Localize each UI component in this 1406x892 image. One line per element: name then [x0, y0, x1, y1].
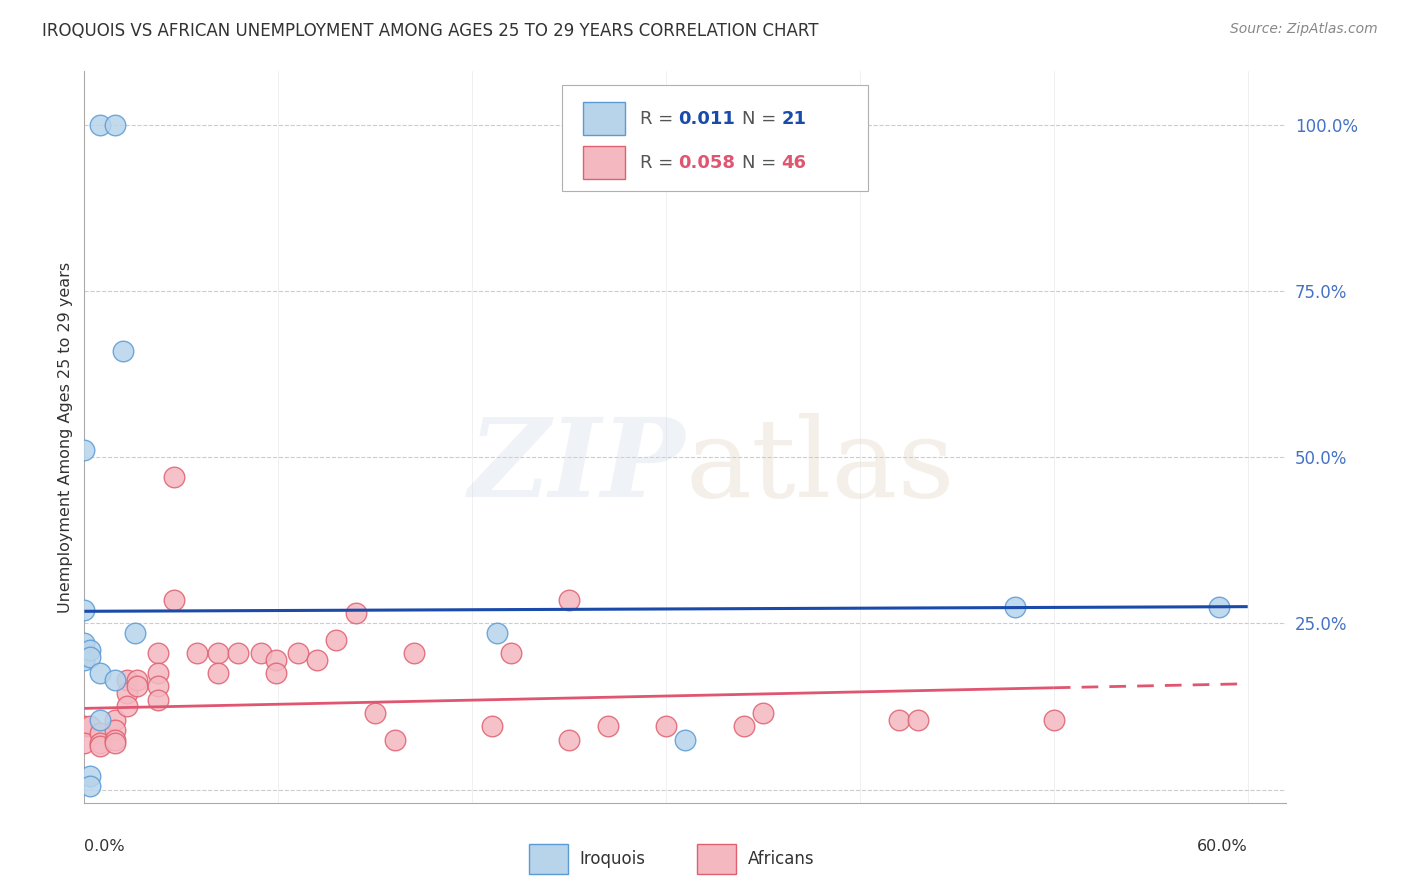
Point: [104, 713, 127, 727]
Text: 0.058: 0.058: [678, 153, 735, 172]
Bar: [583, 103, 626, 136]
Point: [73, 636, 96, 650]
Point: [266, 666, 288, 681]
Point: [104, 736, 127, 750]
Bar: [583, 146, 626, 179]
Point: [558, 593, 581, 607]
Point: [73, 443, 96, 458]
Point: [325, 632, 347, 647]
Point: [104, 723, 127, 737]
Text: 60.0%: 60.0%: [1197, 839, 1247, 855]
Point: [104, 673, 127, 687]
Point: [384, 732, 406, 747]
Point: [287, 646, 309, 660]
Point: [305, 653, 328, 667]
Point: [125, 680, 148, 694]
Point: [89, 118, 111, 132]
Point: [162, 593, 184, 607]
Point: [125, 673, 148, 687]
Bar: [529, 845, 568, 874]
Point: [186, 646, 208, 660]
Point: [79, 719, 101, 733]
Text: 0.011: 0.011: [678, 110, 735, 128]
Text: IROQUOIS VS AFRICAN UNEMPLOYMENT AMONG AGES 25 TO 29 YEARS CORRELATION CHART: IROQUOIS VS AFRICAN UNEMPLOYMENT AMONG A…: [42, 22, 818, 40]
Text: N =: N =: [742, 110, 782, 128]
Point: [486, 626, 509, 640]
FancyBboxPatch shape: [561, 85, 868, 191]
Point: [752, 706, 775, 720]
Text: Source: ZipAtlas.com: Source: ZipAtlas.com: [1230, 22, 1378, 37]
Text: 21: 21: [782, 110, 807, 128]
Point: [499, 646, 522, 660]
Point: [124, 626, 146, 640]
Point: [1004, 599, 1026, 614]
Point: [146, 646, 169, 660]
Point: [402, 646, 425, 660]
Point: [146, 692, 169, 706]
Point: [89, 713, 111, 727]
Point: [115, 699, 138, 714]
Point: [112, 343, 135, 358]
Point: [481, 719, 503, 733]
Text: N =: N =: [742, 153, 782, 172]
Point: [733, 719, 755, 733]
Text: R =: R =: [640, 110, 679, 128]
Text: atlas: atlas: [686, 413, 955, 520]
Point: [1208, 599, 1230, 614]
Point: [364, 706, 387, 720]
Point: [207, 646, 229, 660]
Text: ZIP: ZIP: [468, 413, 686, 520]
Point: [73, 719, 96, 733]
Point: [73, 736, 96, 750]
Point: [907, 713, 929, 727]
Text: 46: 46: [782, 153, 807, 172]
Point: [675, 732, 697, 747]
Text: Africans: Africans: [748, 850, 814, 868]
Point: [104, 732, 127, 747]
Point: [104, 118, 127, 132]
Point: [89, 736, 111, 750]
Point: [887, 713, 910, 727]
Point: [73, 653, 96, 667]
Point: [266, 653, 288, 667]
Point: [596, 719, 619, 733]
Bar: [697, 845, 735, 874]
Point: [344, 607, 367, 621]
Y-axis label: Unemployment Among Ages 25 to 29 years: Unemployment Among Ages 25 to 29 years: [58, 261, 73, 613]
Point: [226, 646, 249, 660]
Point: [79, 769, 101, 783]
Point: [79, 643, 101, 657]
Text: R =: R =: [640, 153, 679, 172]
Point: [115, 673, 138, 687]
Point: [115, 686, 138, 700]
Text: Iroquois: Iroquois: [579, 850, 645, 868]
Point: [146, 680, 169, 694]
Point: [73, 603, 96, 617]
Point: [89, 739, 111, 754]
Point: [146, 666, 169, 681]
Point: [1043, 713, 1066, 727]
Point: [79, 649, 101, 664]
Point: [207, 666, 229, 681]
Point: [558, 732, 581, 747]
Text: 0.0%: 0.0%: [84, 839, 125, 855]
Point: [89, 726, 111, 740]
Point: [162, 470, 184, 484]
Point: [655, 719, 678, 733]
Point: [89, 666, 111, 681]
Point: [79, 779, 101, 793]
Point: [249, 646, 271, 660]
